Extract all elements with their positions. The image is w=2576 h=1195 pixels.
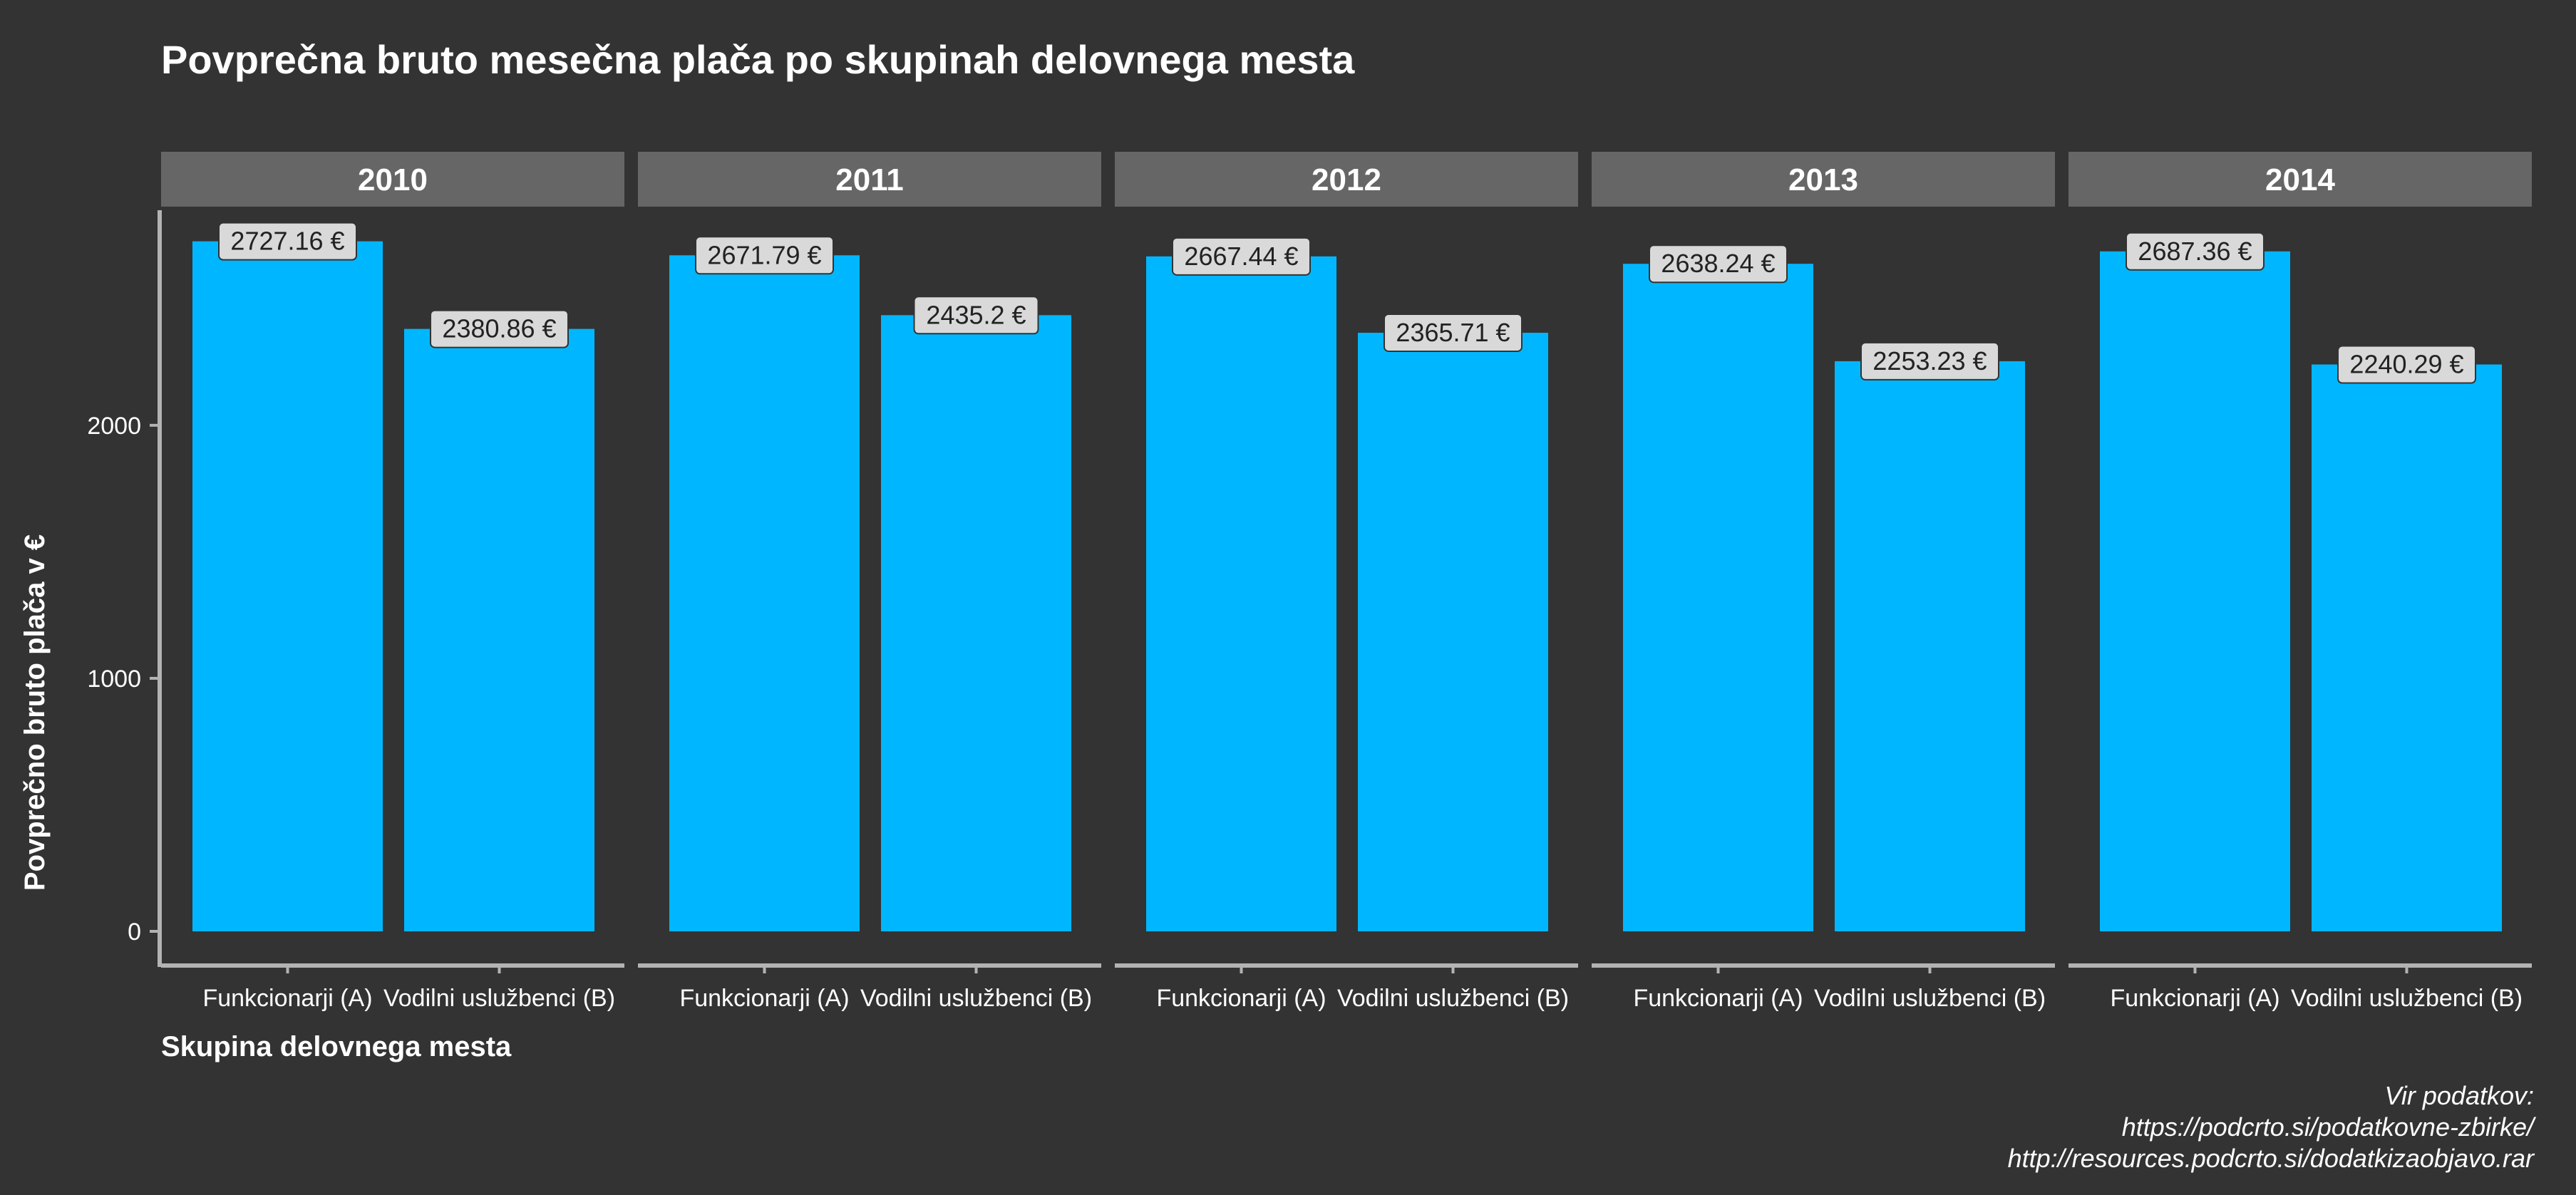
y-tick-label: 0 — [128, 919, 141, 946]
x-tick-label: Funkcionarji (A) — [1633, 985, 1803, 1012]
caption: Vir podatkov:https://podcrto.si/podatkov… — [2008, 1081, 2537, 1173]
x-axis-title: Skupina delovnega mesta — [161, 1031, 512, 1062]
bar-2013-0 — [1623, 264, 1813, 932]
caption-line: https://podcrto.si/podatkovne-zbirke/ — [2122, 1112, 2537, 1142]
facet-strip — [161, 152, 624, 207]
data-label: 2667.44 € — [1184, 242, 1298, 271]
y-tick-label: 1000 — [87, 666, 141, 693]
bar-2011-0 — [669, 255, 860, 932]
facet-panel-2010: 2010 Funkcionarji (A) 2727.16 € Vodilni usl… — [161, 152, 624, 1012]
data-label-box — [1384, 313, 1523, 352]
data-label: 2240.29 € — [2349, 350, 2463, 379]
x-tick-label: Vodilni uslužbenci (B) — [1337, 985, 1569, 1012]
data-label-box — [218, 222, 357, 261]
facet-panels: 2010 Funkcionarji (A) 2727.16 € Vodilni usl… — [161, 152, 2532, 1012]
data-label: 2435.2 € — [926, 300, 1026, 329]
facet-panel-2014: 2014 Funkcionarji (A) 2687.36 € Vodilni usl… — [2068, 152, 2532, 1012]
data-label-box — [1172, 237, 1311, 276]
x-tick-label: Funkcionarji (A) — [1156, 985, 1326, 1012]
caption-line: Vir podatkov: — [2385, 1081, 2534, 1110]
facet-strip — [1592, 152, 2055, 207]
data-label-box — [695, 236, 834, 275]
x-tick-label: Vodilni uslužbenci (B) — [2291, 985, 2523, 1012]
facet-strip-label: 2011 — [835, 162, 903, 197]
facet-panel-2012: 2012 Funkcionarji (A) 2667.44 € Vodilni usl… — [1115, 152, 1578, 1012]
data-label: 2671.79 € — [707, 240, 821, 269]
bar-2013-1 — [1835, 361, 2025, 931]
data-label-box — [430, 309, 569, 348]
x-tick-label: Vodilni uslužbenci (B) — [383, 985, 615, 1012]
x-tick-label: Vodilni uslužbenci (B) — [860, 985, 1092, 1012]
data-label-box — [1860, 341, 1999, 381]
facet-strip-label: 2014 — [2265, 162, 2335, 197]
data-label: 2638.24 € — [1661, 249, 1775, 278]
bar-2014-0 — [2100, 251, 2290, 931]
data-label: 2253.23 € — [1872, 346, 1987, 376]
data-label: 2727.16 € — [230, 227, 344, 256]
x-tick-label: Vodilni uslužbenci (B) — [1814, 985, 2046, 1012]
data-label: 2380.86 € — [442, 314, 556, 343]
data-label-box — [2126, 232, 2265, 271]
data-label-box — [2337, 345, 2476, 384]
data-label-box — [913, 296, 1039, 335]
bar-2014-1 — [2312, 364, 2502, 932]
facet-strip-label: 2010 — [358, 162, 428, 197]
facet-strip — [2068, 152, 2532, 207]
x-tick-label: Funkcionarji (A) — [202, 985, 372, 1012]
bar-2012-1 — [1358, 332, 1548, 931]
x-tick-label: Funkcionarji (A) — [2110, 985, 2279, 1012]
data-label: 2687.36 € — [2138, 237, 2252, 266]
bar-2012-0 — [1146, 256, 1336, 931]
chart-title: Povprečna bruto mesečna plača po skupina… — [161, 37, 1355, 82]
bar-2011-1 — [881, 315, 1071, 931]
facet-strip — [1115, 152, 1578, 207]
x-tick-label: Funkcionarji (A) — [679, 985, 849, 1012]
y-axis-title: Povprečno bruto plača v € — [19, 534, 51, 891]
facet-strip — [638, 152, 1101, 207]
y-tick-label: 2000 — [87, 413, 141, 440]
facet-strip-label: 2012 — [1312, 162, 1381, 197]
bar-2010-1 — [404, 329, 594, 932]
bar-2010-0 — [192, 241, 383, 931]
facet-strip-label: 2013 — [1788, 162, 1858, 197]
data-label-box — [1649, 244, 1788, 284]
caption-line: http://resources.podcrto.si/dodatkizaobj… — [2008, 1144, 2535, 1173]
y-axis: 0 1000 2000 — [87, 210, 162, 967]
facet-panel-2011: 2011 Funkcionarji (A) 2671.79 € Vodilni usl… — [638, 152, 1101, 1012]
data-label: 2365.71 € — [1396, 318, 1510, 347]
facet-panel-2013: 2013 Funkcionarji (A) 2638.24 € Vodilni usl… — [1592, 152, 2055, 1012]
